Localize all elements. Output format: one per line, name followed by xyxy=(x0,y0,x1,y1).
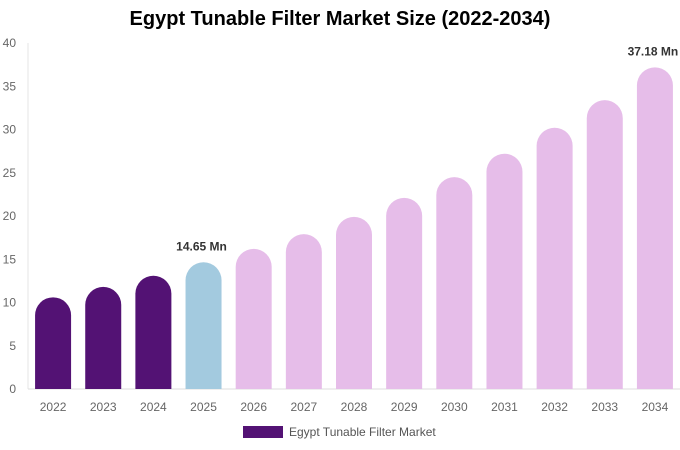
data-label: 14.65 Mn xyxy=(176,239,227,253)
bar-2028 xyxy=(336,216,372,389)
y-tick-label: 30 xyxy=(3,123,17,137)
y-tick-label: 20 xyxy=(3,209,17,223)
legend-swatch xyxy=(243,426,283,438)
y-tick-label: 5 xyxy=(9,339,16,353)
bar-2029 xyxy=(386,197,423,389)
x-tick-label: 2031 xyxy=(491,400,518,414)
bar-2027 xyxy=(285,234,322,389)
bar-2033 xyxy=(586,100,623,389)
bar-2026 xyxy=(235,248,272,389)
x-tick-label: 2034 xyxy=(642,400,669,414)
x-tick-label: 2025 xyxy=(190,400,217,414)
chart-title: Egypt Tunable Filter Market Size (2022-2… xyxy=(129,8,551,30)
x-tick-label: 2027 xyxy=(290,400,317,414)
x-tick-label: 2026 xyxy=(240,400,267,414)
bar-2023 xyxy=(85,286,122,389)
y-tick-label: 10 xyxy=(3,296,17,310)
y-tick-label: 35 xyxy=(3,79,17,93)
bar-2022 xyxy=(35,297,72,389)
bar-2031 xyxy=(486,153,523,389)
y-tick-label: 25 xyxy=(3,166,17,180)
legend[interactable]: Egypt Tunable Filter Market xyxy=(243,425,436,439)
x-tick-label: 2022 xyxy=(40,400,67,414)
x-tick-label: 2032 xyxy=(541,400,568,414)
y-tick-label: 40 xyxy=(3,36,17,50)
bar-2034 xyxy=(636,67,673,389)
bar-2032 xyxy=(536,127,573,389)
x-tick-label: 2023 xyxy=(90,400,117,414)
y-tick-label: 0 xyxy=(9,382,16,396)
bar-2030 xyxy=(436,177,473,389)
x-tick-label: 2030 xyxy=(441,400,468,414)
bar-2024 xyxy=(135,275,172,389)
x-tick-label: 2029 xyxy=(391,400,418,414)
x-tick-label: 2028 xyxy=(341,400,368,414)
bar-2025 xyxy=(185,262,222,389)
legend-label: Egypt Tunable Filter Market xyxy=(289,425,436,439)
x-tick-label: 2033 xyxy=(591,400,618,414)
data-label: 37.18 Mn xyxy=(628,44,679,58)
x-tick-label: 2024 xyxy=(140,400,167,414)
y-tick-label: 15 xyxy=(3,252,17,266)
